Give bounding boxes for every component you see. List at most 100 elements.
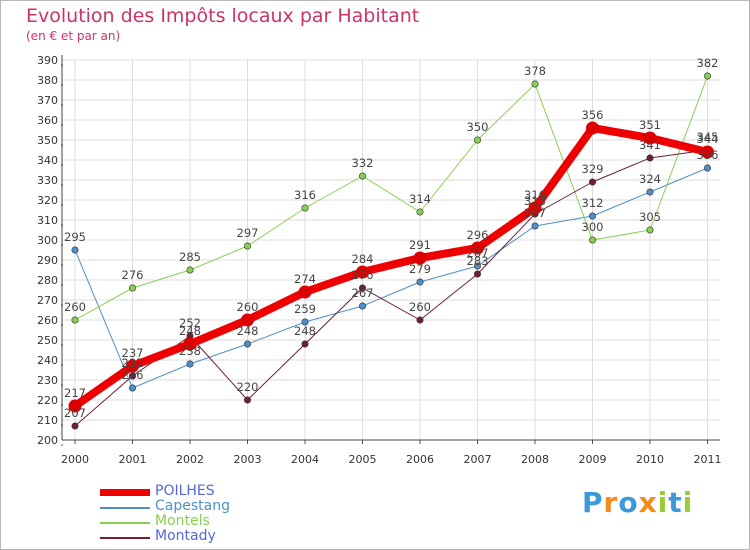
data-point-capestang <box>358 302 366 310</box>
data-label-montady: 313 <box>524 194 546 208</box>
x-tick-label: 2005 <box>349 453 377 466</box>
data-point-poilhes <box>643 131 657 145</box>
y-tick-label: 250 <box>37 334 58 347</box>
data-label-poilhes: 356 <box>582 108 604 122</box>
x-tick-label: 2010 <box>636 453 664 466</box>
data-label-poilhes: 316 <box>524 188 546 202</box>
x-tick-label: 2006 <box>406 453 434 466</box>
y-tick-label: 220 <box>37 394 58 407</box>
y-tick-label: 390 <box>37 54 58 67</box>
data-point-capestang <box>186 360 194 368</box>
data-point-capestang <box>129 384 137 392</box>
data-point-montels <box>129 284 137 292</box>
legend-swatch-poilhes <box>100 489 150 496</box>
data-point-poilhes <box>126 359 139 373</box>
series-line-poilhes <box>71 124 712 410</box>
data-point-montels <box>186 266 194 274</box>
data-point-capestang <box>71 246 79 254</box>
data-label-montels: 382 <box>697 56 719 70</box>
data-point-montady <box>244 396 252 404</box>
grid-layer <box>62 59 720 441</box>
y-tick-label: 310 <box>37 214 58 227</box>
data-label-poilhes: 284 <box>352 252 374 266</box>
data-label-capestang: 336 <box>697 148 719 162</box>
data-label-montels: 276 <box>122 268 144 282</box>
data-label-montels: 314 <box>409 192 431 206</box>
data-label-montels: 350 <box>467 120 489 134</box>
data-label-layer: 295 226 238 248 259 267 279 287 307 312 324 336 260 2… <box>64 56 718 420</box>
data-label-montady: 207 <box>64 406 86 420</box>
data-label-montels: 316 <box>294 188 316 202</box>
data-label-poilhes: 217 <box>64 386 86 400</box>
data-label-capestang: 312 <box>582 196 604 210</box>
data-point-montady <box>129 372 137 380</box>
data-point-poilhes <box>528 201 542 215</box>
series-line-montady <box>74 149 708 427</box>
data-label-capestang: 267 <box>352 286 374 300</box>
data-point-montels <box>358 172 366 180</box>
brand-letter: r <box>603 486 619 519</box>
data-point-poilhes <box>586 121 599 135</box>
data-label-poilhes: 260 <box>237 300 259 314</box>
data-point-montels <box>416 208 424 216</box>
brand-logo: Proxiti <box>582 486 693 519</box>
data-label-montady: 232 <box>122 356 144 370</box>
legend-item-montady[interactable]: Montady <box>100 528 400 545</box>
y-tick-label: 330 <box>37 174 58 187</box>
data-label-capestang: 259 <box>294 302 316 316</box>
legend-label-montady: Montady <box>155 528 216 544</box>
data-label-montady: 260 <box>409 300 431 314</box>
data-label-capestang: 279 <box>409 262 431 276</box>
y-tick-label: 360 <box>37 114 58 127</box>
x-tick-label: 2000 <box>61 453 89 466</box>
data-label-capestang: 324 <box>639 172 661 186</box>
data-point-montels <box>531 80 539 88</box>
data-point-montady <box>416 316 424 324</box>
data-label-montady: 220 <box>237 380 259 394</box>
data-label-poilhes: 344 <box>697 132 719 146</box>
legend-item-poilhes[interactable]: POILHES <box>100 483 400 500</box>
data-point-montady <box>588 178 596 186</box>
data-label-capestang: 226 <box>122 368 144 382</box>
data-point-montady <box>71 422 79 430</box>
y-tick-label: 210 <box>37 414 58 427</box>
legend-label-poilhes: POILHES <box>155 483 215 499</box>
data-label-montels: 332 <box>352 156 374 170</box>
data-point-capestang <box>588 212 596 220</box>
data-point-montels <box>71 316 79 324</box>
y-tick-label: 270 <box>37 294 58 307</box>
x-tick-label: 2003 <box>234 453 262 466</box>
legend-item-montels[interactable]: Montels <box>100 513 400 530</box>
legend-item-capestang[interactable]: Capestang <box>100 498 400 515</box>
data-point-montels <box>588 236 596 244</box>
data-point-montady <box>646 154 654 162</box>
series-line-montels <box>74 75 708 321</box>
data-point-poilhes <box>68 399 82 413</box>
brand-letter: P <box>582 486 604 519</box>
data-point-poilhes <box>356 265 369 279</box>
data-point-poilhes <box>471 241 484 255</box>
y-tick-label: 240 <box>37 354 58 367</box>
data-label-montady: 345 <box>697 130 719 144</box>
data-label-poilhes: 351 <box>639 118 661 132</box>
brand-letter: o <box>618 486 639 519</box>
data-point-capestang <box>646 188 654 196</box>
data-label-poilhes: 237 <box>122 346 144 360</box>
x-tick-label: 2009 <box>579 453 607 466</box>
data-point-poilhes <box>298 285 312 299</box>
data-label-capestang: 295 <box>64 230 86 244</box>
data-label-montels: 305 <box>639 210 661 224</box>
y-tick-label: 300 <box>37 234 58 247</box>
data-point-capestang <box>301 318 309 326</box>
legend-swatch-montady <box>100 537 150 539</box>
data-label-montady: 248 <box>294 324 316 338</box>
axis-layer: 200 210 220 230 240 250 260 270 280 290 300 310 320 3… <box>37 54 722 466</box>
data-label-capestang: 287 <box>467 246 489 260</box>
data-label-montels: 285 <box>179 250 201 264</box>
x-tick-label: 2004 <box>291 453 319 466</box>
x-tick-label: 2001 <box>119 453 147 466</box>
data-point-montady <box>301 340 309 348</box>
data-point-poilhes <box>701 145 714 159</box>
data-point-montels <box>244 242 252 250</box>
